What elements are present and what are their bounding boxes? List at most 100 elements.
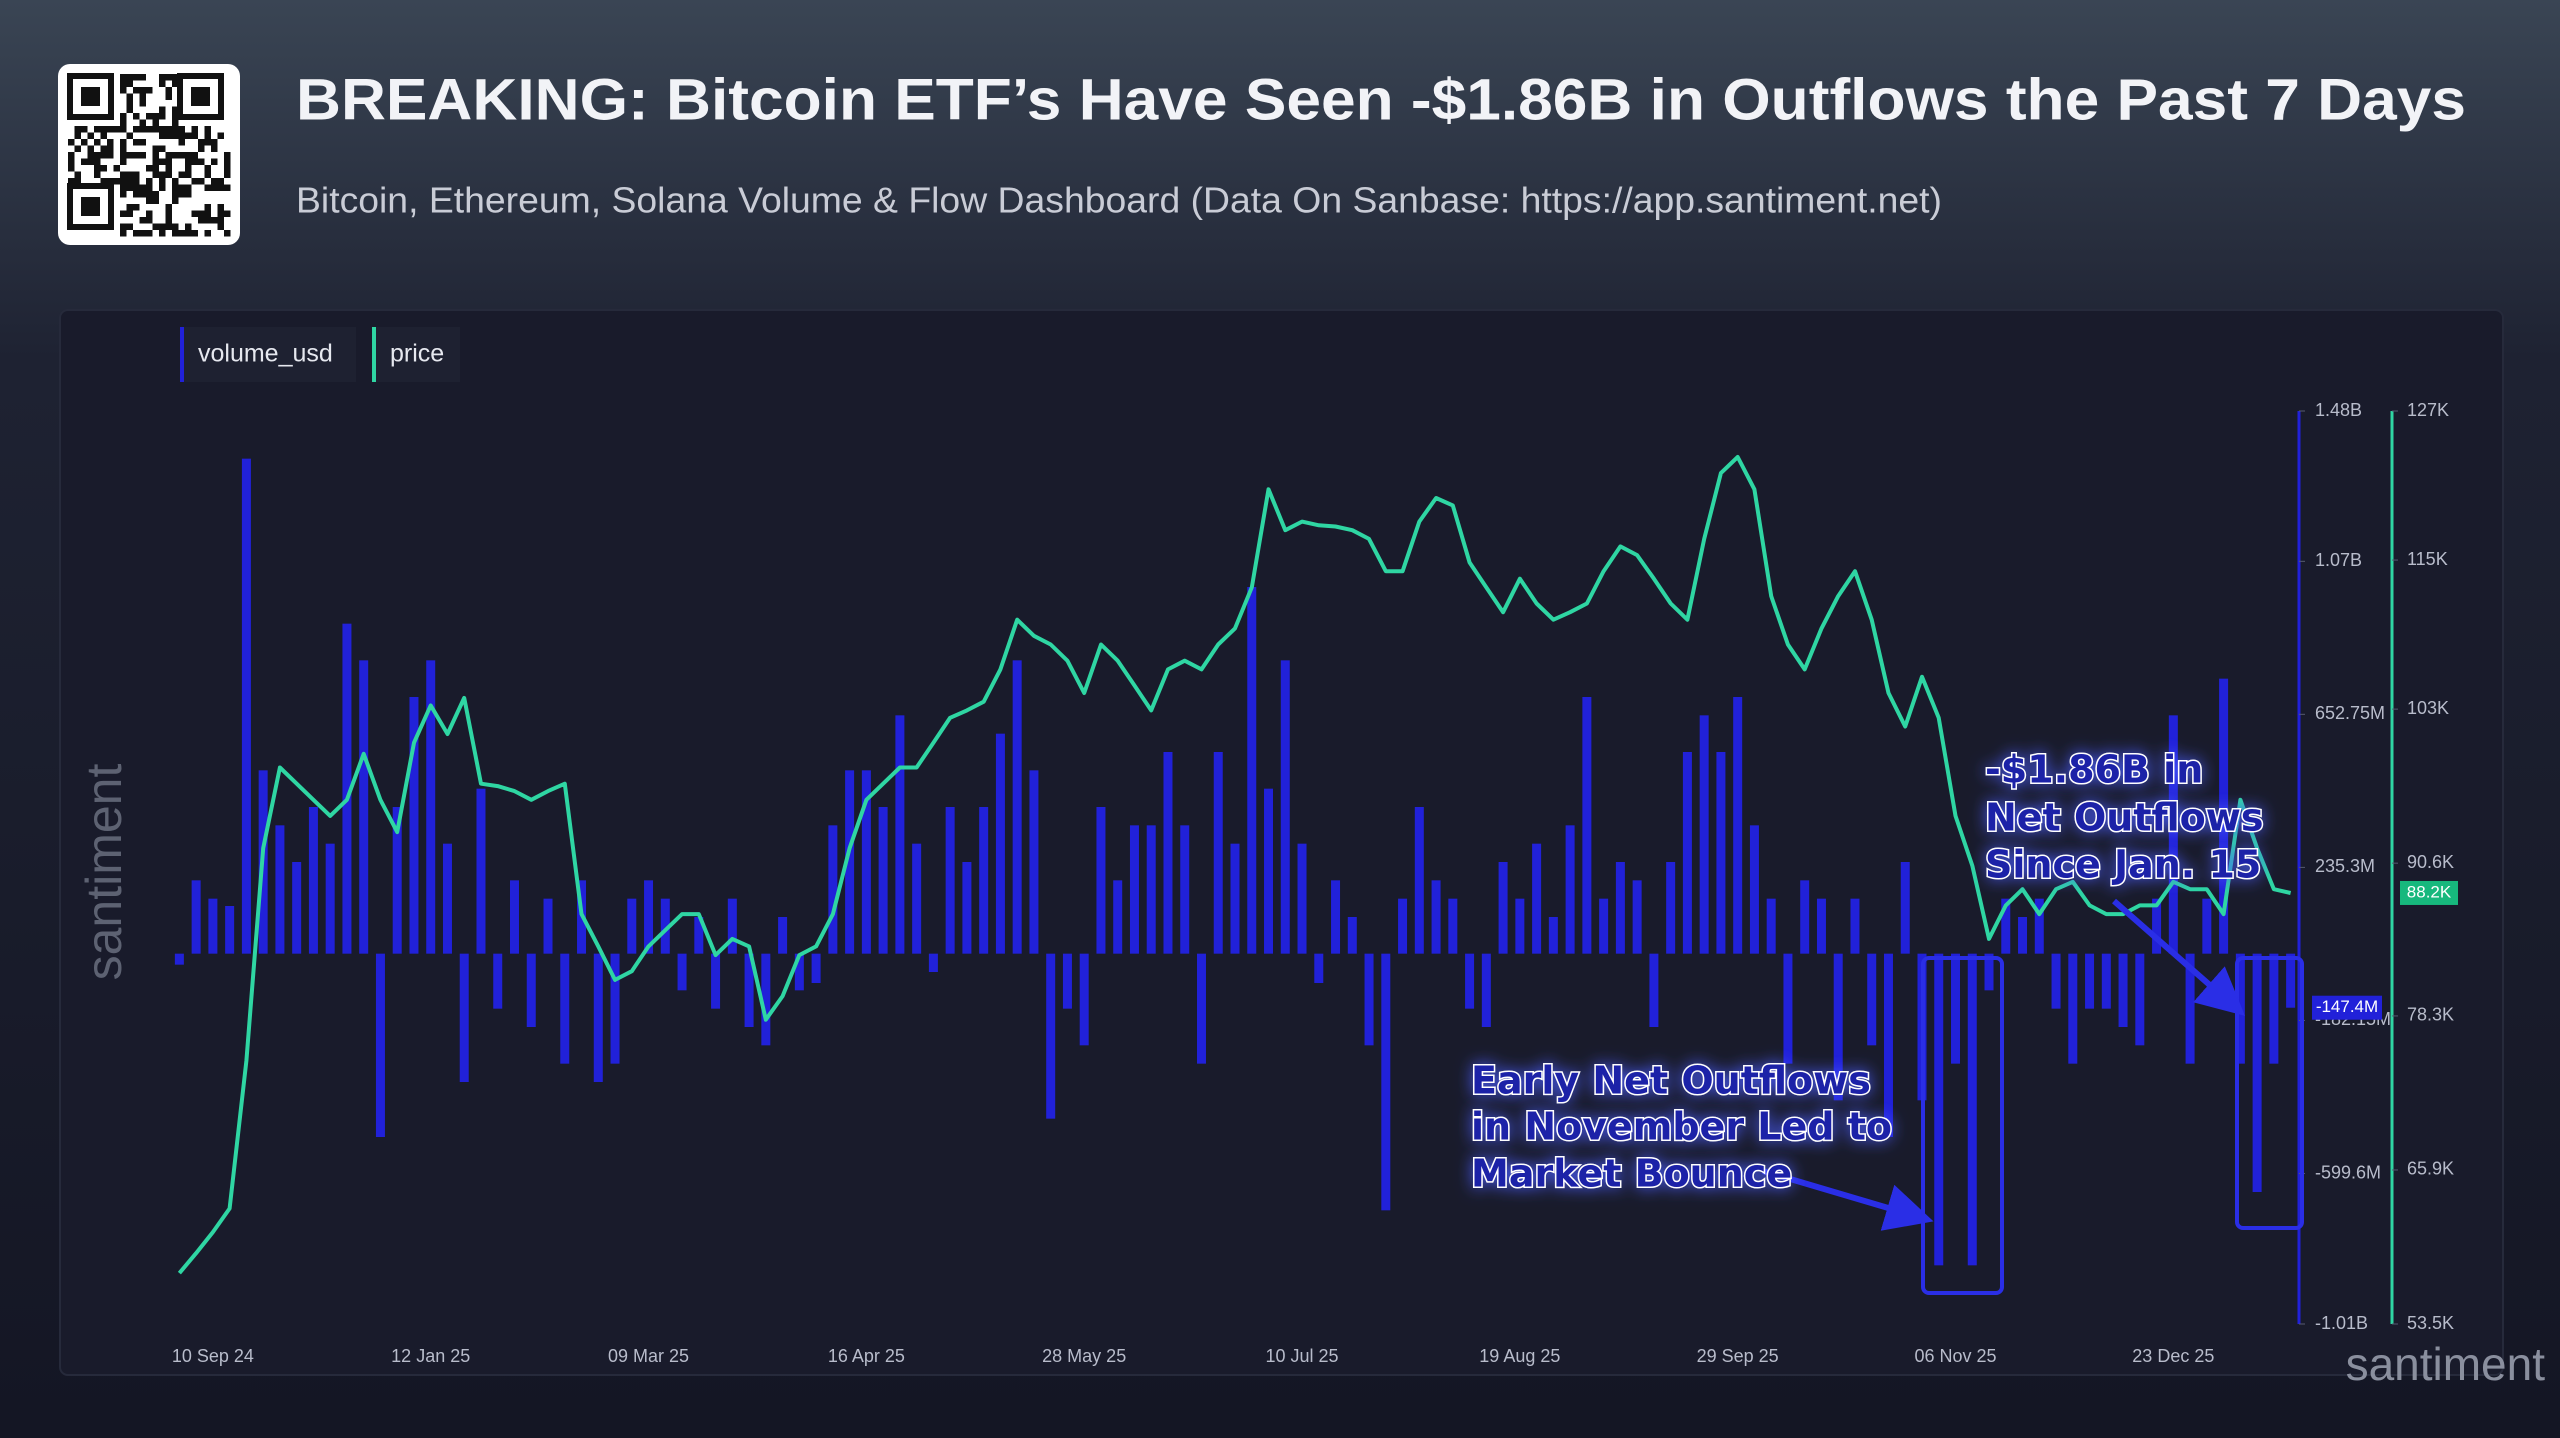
y-tick-label: 1.07B [2315,550,2362,570]
annotation-text: -$1.86B in [1985,748,2203,792]
volume-bar [794,953,804,991]
qr-module [159,106,166,113]
x-tick-label: 12 Jan 25 [391,1346,470,1366]
qr-module [152,171,159,178]
volume-bar [1029,770,1039,954]
volume-bar [1699,715,1709,954]
qr-module [133,178,140,185]
legend-swatch [180,327,184,382]
volume-bar [2085,953,2095,1009]
qr-module [107,152,114,159]
qr-module [120,223,127,230]
volume-bar [1666,862,1676,954]
qr-module [94,152,101,159]
qr-module [87,158,94,165]
qr-module [120,171,127,178]
y2-tick-label: 127K [2407,400,2449,420]
qr-module [120,184,127,191]
qr-module [204,171,211,178]
volume-bar [2118,953,2128,1027]
qr-module [165,132,172,139]
qr-module [126,74,133,81]
qr-module [165,223,172,230]
volume-bar [694,917,704,954]
y2-tick-label: 90.6K [2407,852,2454,872]
qr-finder [67,183,114,230]
volume-bar [711,953,721,1009]
volume-bar [1682,752,1692,954]
volume-bar [627,898,637,954]
qr-module [217,132,224,139]
volume-bar [1297,843,1307,954]
qr-module [133,126,140,133]
qr-module [224,158,231,165]
qr-module [159,184,166,191]
qr-module [126,100,133,107]
volume-bar [1498,862,1508,954]
qr-module [159,126,166,133]
qr-module [178,132,185,139]
qr-module [185,158,192,165]
x-tick-label: 29 Sep 25 [1697,1346,1779,1366]
qr-module [224,230,231,237]
qr-module [68,158,75,165]
y-tick-label: -599.6M [2315,1162,2381,1182]
volume-bar [644,880,654,954]
volume-bar [2135,953,2145,1046]
qr-module [152,158,159,165]
volume-bar [241,458,251,954]
qr-module [204,217,211,224]
qr-module [100,145,107,152]
qr-module [120,119,127,126]
volume-bar [392,807,402,954]
annotation-text: Early Net Outflows [1471,1059,1871,1103]
qr-module [107,126,114,133]
volume-bar [2034,898,2044,954]
qr-module [165,152,172,159]
qr-module [204,204,211,211]
x-tick-label: 16 Apr 25 [828,1346,905,1366]
qr-module [133,191,140,198]
qr-module [120,145,127,152]
qr-module [133,171,140,178]
volume-bar [1716,752,1726,954]
last-value-label: -147.4M [2316,997,2378,1016]
qr-module [172,191,179,198]
qr-module [172,132,179,139]
qr-module [191,178,198,185]
y2-tick-label: 115K [2407,549,2448,569]
qr-module [139,152,146,159]
y-tick-label: 652.75M [2315,703,2385,723]
qr-module [224,210,231,217]
volume-bar [1264,788,1274,954]
x-tick-label: 09 Mar 25 [608,1346,689,1366]
volume-bar [1465,953,1475,1009]
qr-module [120,74,127,81]
qr-module [120,210,127,217]
qr-module [126,152,133,159]
qr-module [152,223,159,230]
last-price-badge [2400,880,2458,905]
qr-module [172,106,179,113]
qr-finder [177,73,224,120]
qr-module [224,171,231,178]
volume-bar [2001,898,2011,954]
volume-bar [1062,953,1072,1009]
qr-module [120,113,127,120]
qr-module [94,165,101,172]
qr-module [120,152,127,159]
qr-module [152,113,159,120]
volume-bar [409,697,419,954]
plot-area: 1.48B1.07B652.75M235.3M-182.15M-599.6M-1… [172,400,2458,1366]
volume-bar [191,880,201,954]
qr-module [198,139,205,146]
qr-module [165,87,172,94]
qr-module [126,223,133,230]
volume-bar [1766,898,1776,954]
qr-module [133,230,140,237]
qr-module [68,139,75,146]
qr-module [87,152,94,159]
qr-module [68,178,75,185]
qr-module [165,126,172,133]
